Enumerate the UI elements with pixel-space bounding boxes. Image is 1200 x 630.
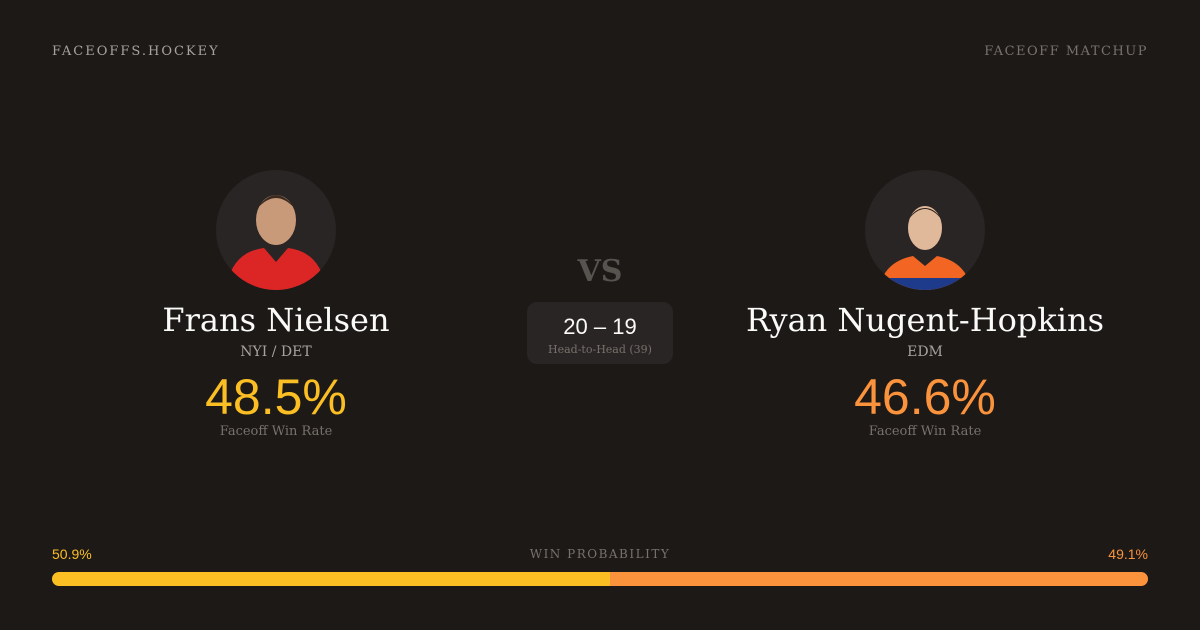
player-2-name: Ryan Nugent-Hopkins	[745, 301, 1105, 339]
win-probability-bar	[52, 572, 1148, 586]
player-1-name: Frans Nielsen	[162, 301, 390, 339]
win-probability-title: WIN PROBABILITY	[529, 547, 671, 561]
player-1-card: Frans Nielsen NYI / DET 48.5% Faceoff Wi…	[76, 170, 476, 439]
player-1-probability: 50.9%	[52, 546, 92, 562]
player-1-avatar	[216, 170, 336, 290]
player-2-card: Ryan Nugent-Hopkins EDM 46.6% Faceoff Wi…	[725, 170, 1125, 439]
head-to-head-box: 20 – 19 Head-to-Head (39)	[527, 302, 673, 364]
page-tag: FACEOFF MATCHUP	[984, 44, 1148, 59]
player-2-avatar	[865, 170, 985, 290]
player-1-team: NYI / DET	[240, 344, 312, 360]
player-1-win-rate: 48.5%	[205, 369, 347, 425]
vs-label: VS	[577, 254, 623, 289]
player-1-win-rate-label: Faceoff Win Rate	[219, 424, 333, 439]
player-2-probability: 49.1%	[1108, 546, 1148, 562]
player-2-team: EDM	[907, 344, 943, 360]
site-brand: FACEOFFS.HOCKEY	[52, 44, 220, 59]
player-2-probability-segment	[609, 572, 1148, 586]
player-2-win-rate-label: Faceoff Win Rate	[868, 424, 982, 439]
head-to-head-label: Head-to-Head (39)	[548, 343, 652, 356]
head-to-head-score: 20 – 19	[563, 314, 637, 339]
player-2-win-rate: 46.6%	[854, 369, 996, 425]
player-1-probability-segment	[52, 572, 610, 586]
